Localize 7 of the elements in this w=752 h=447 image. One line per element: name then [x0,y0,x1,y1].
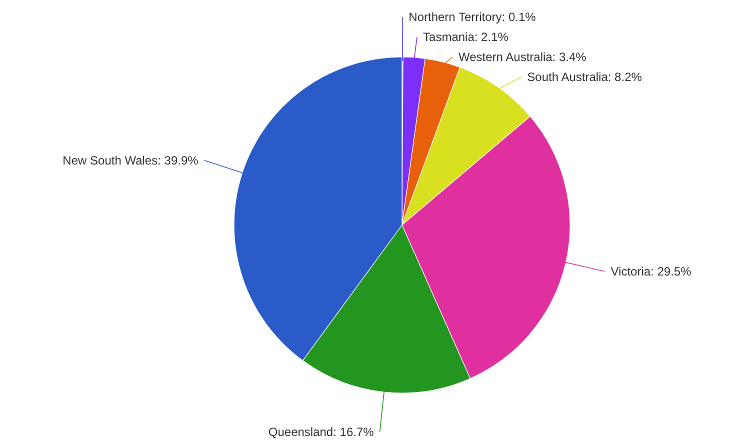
slice-label: Queensland: 16.7% [268,424,374,439]
slice-label: Northern Territory: 0.1% [408,10,536,24]
slice-label: Western Australia: 3.4% [458,50,587,64]
slice-label: Tasmania: 2.1% [423,30,509,44]
slice-label: Victoria: 29.5% [610,264,692,278]
slice-label: New South Wales: 39.9% [62,153,199,168]
slice-label: South Australia: 8.2% [527,70,642,84]
